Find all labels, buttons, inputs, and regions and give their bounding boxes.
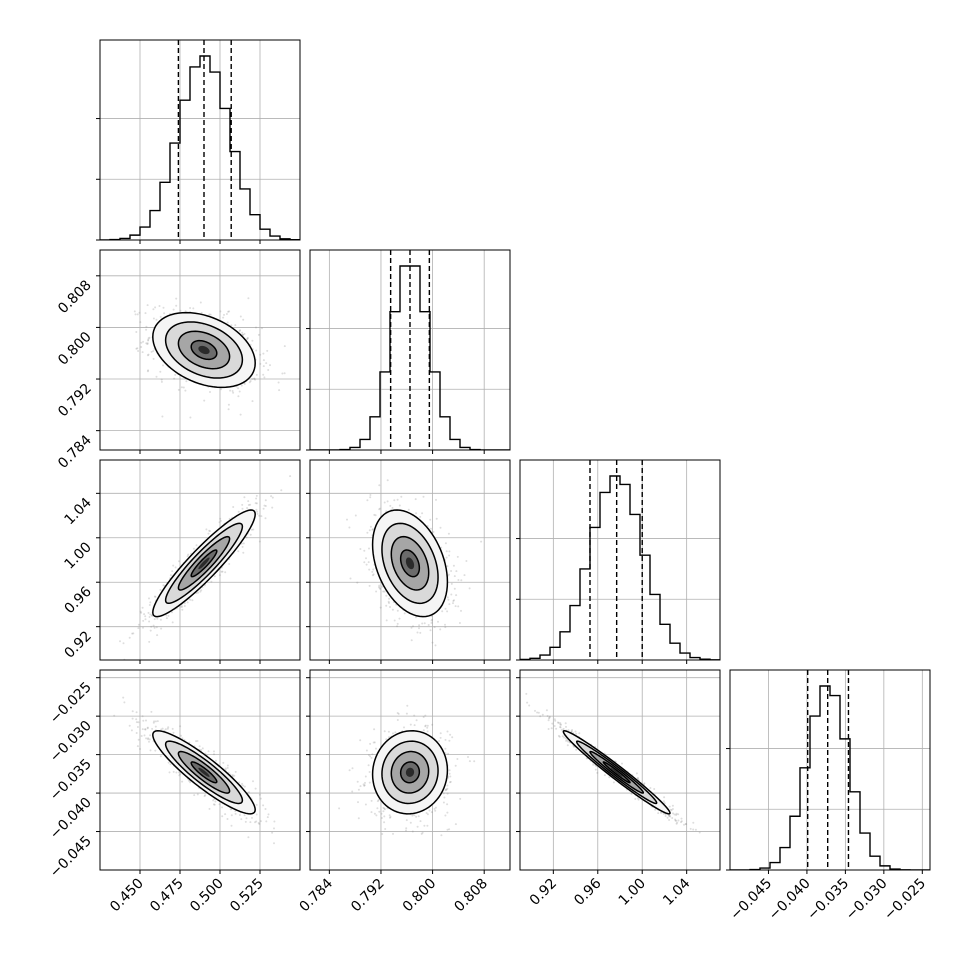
panel-frame (309, 249, 511, 451)
contour-line-2 (164, 522, 244, 605)
contour-line-3 (371, 509, 449, 618)
panel-frame (99, 249, 301, 451)
contour-line-3 (152, 311, 256, 389)
contour-line-0 (399, 761, 421, 784)
panel-frame (729, 669, 931, 871)
y-tick-label: 0.792 (55, 381, 95, 421)
panel-frame (99, 459, 301, 661)
panel-1-0: 0.784 0.792 0.800 0.808 (55, 249, 301, 472)
contour-line-2 (381, 740, 439, 805)
density-fill-4 (405, 557, 415, 570)
contour-line-2 (164, 321, 244, 379)
contour-line-1 (390, 750, 430, 794)
y-tick-label: −0.040 (47, 795, 95, 843)
contour-line-3 (371, 730, 449, 815)
contour-line-3 (152, 730, 256, 815)
panel-frame (519, 459, 721, 661)
y-tick-label: 0.92 (61, 628, 94, 661)
contour-line-0 (602, 761, 631, 784)
x-tick-label: 1.00 (616, 876, 649, 909)
x-tick-label: 0.92 (527, 876, 560, 909)
x-tick-label: 0.500 (187, 876, 227, 916)
panel-frame (99, 669, 301, 871)
panel-3-0: 0.450 0.475 0.500 0.525−0.045−0.040−0.035−0… (47, 669, 301, 916)
contour-line-0 (399, 549, 421, 578)
contour-line-3 (152, 509, 256, 618)
contour-line-1 (390, 535, 430, 591)
contour-line-1 (589, 750, 645, 794)
contour-line-2 (164, 740, 244, 805)
x-tick-label: 0.784 (297, 875, 337, 915)
x-tick-label: 0.800 (400, 876, 440, 916)
panel-3-1: 0.784 0.792 0.800 0.808 (297, 669, 511, 916)
panel-2-1 (306, 459, 511, 664)
contour-line-1 (177, 535, 231, 591)
panel-2-2 (516, 459, 721, 664)
y-tick-label: 0.784 (55, 432, 95, 472)
x-tick-label: −0.045 (727, 876, 775, 924)
y-tick-label: 0.808 (55, 277, 95, 317)
x-tick-label: 0.792 (348, 876, 388, 916)
contour-line-2 (381, 522, 439, 605)
x-tick-label: 0.525 (227, 876, 267, 916)
panel-frame (519, 669, 721, 871)
histogram-3 (730, 685, 930, 870)
density-fill-4 (198, 767, 210, 777)
contour-line-2 (575, 740, 658, 805)
panel-frame (309, 669, 511, 871)
histogram-2 (520, 475, 720, 660)
x-tick-label: −0.040 (766, 876, 814, 924)
x-tick-label: 0.450 (107, 876, 147, 916)
contour-line-1 (177, 750, 231, 794)
contour-line-3 (562, 730, 671, 815)
y-tick-label: 0.96 (61, 584, 94, 617)
y-tick-label: 1.04 (61, 495, 94, 528)
y-tick-label: −0.030 (47, 718, 95, 766)
contour-line-1 (177, 330, 231, 370)
panel-2-0: 0.92 0.96 1.00 1.04 (61, 459, 301, 664)
contour-line-0 (190, 549, 218, 578)
panel-frame (99, 39, 301, 241)
y-tick-label: 0.800 (55, 329, 95, 369)
contour-line-0 (190, 761, 218, 784)
y-tick-label: −0.035 (47, 756, 95, 804)
x-tick-label: −0.035 (804, 876, 852, 924)
density-fill-4 (198, 557, 210, 570)
panel-3-3: −0.045−0.040−0.035−0.030−0.025 (726, 669, 931, 924)
density-fill-4 (610, 767, 623, 777)
density-fill-4 (198, 345, 210, 355)
y-tick-label: −0.025 (47, 679, 95, 727)
density-fill-4 (405, 767, 415, 777)
x-tick-label: 0.96 (571, 875, 604, 908)
histogram-0 (100, 55, 300, 240)
x-tick-label: 0.475 (147, 876, 187, 916)
panel-0-0 (96, 39, 301, 244)
panel-3-2: 0.92 0.96 1.00 1.04 (516, 669, 721, 909)
x-tick-label: −0.025 (881, 876, 929, 924)
x-tick-label: −0.030 (843, 876, 891, 924)
y-tick-label: −0.045 (47, 833, 95, 881)
panel-1-1 (306, 249, 511, 454)
y-tick-label: 1.00 (61, 539, 94, 572)
panel-frame (309, 459, 511, 661)
x-tick-label: 0.808 (451, 876, 491, 916)
contour-line-0 (190, 339, 218, 361)
x-tick-label: 1.04 (660, 875, 693, 908)
